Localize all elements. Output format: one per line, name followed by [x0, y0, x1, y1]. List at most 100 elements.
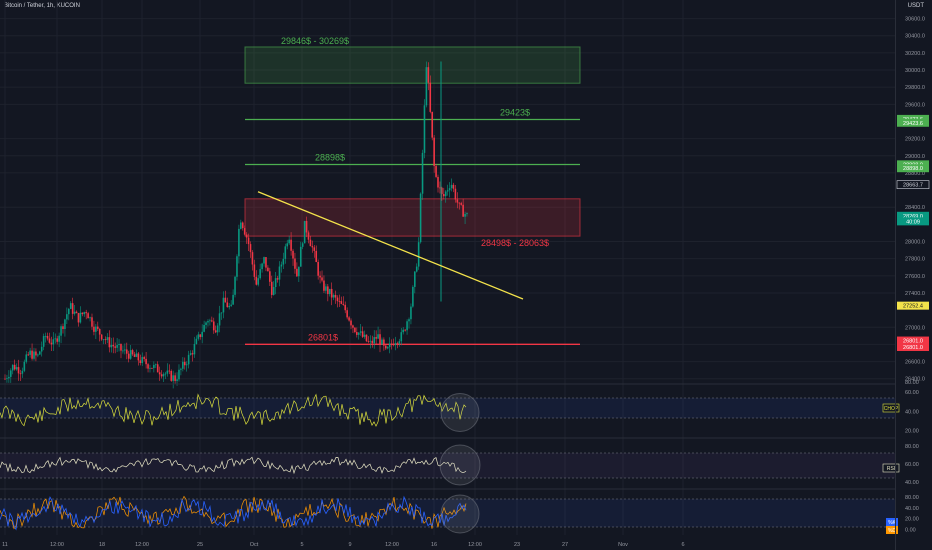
indicator-badge: [882, 463, 900, 473]
candle-body: [439, 187, 441, 189]
price-tag-label: 28269.0: [903, 214, 923, 220]
price-tag-label: 40:09: [906, 219, 920, 225]
indicator-tick-label: 60.00: [905, 390, 919, 396]
candle-body: [460, 203, 463, 205]
candle-body: [454, 188, 457, 200]
candle-body: [263, 257, 265, 264]
candle-body: [81, 312, 84, 315]
candle-body: [245, 234, 248, 238]
candle-body: [365, 334, 368, 342]
candle-body: [40, 346, 43, 352]
candle-body: [104, 339, 107, 341]
candle-body: [259, 269, 261, 279]
candle-body: [98, 328, 101, 335]
candle-body: [112, 344, 115, 347]
candle-body: [417, 242, 420, 267]
time-tick-label: 12:00: [385, 542, 399, 548]
candle-body: [305, 220, 308, 233]
candle-body: [338, 301, 341, 302]
candle-body: [377, 334, 379, 339]
candle-body: [319, 275, 321, 278]
candle-body: [267, 267, 269, 272]
candle-body: [116, 345, 118, 348]
price-tick-label: 30600.0: [905, 17, 925, 23]
highlight-circle: [439, 444, 481, 486]
candle-body: [8, 376, 10, 379]
candle-body: [37, 354, 39, 356]
candle-body: [108, 337, 111, 348]
price-tag-label: 27252.4: [903, 304, 923, 310]
candle-body: [437, 176, 439, 188]
candle-body: [251, 252, 254, 265]
price-tag: [896, 180, 930, 189]
candle-body: [147, 364, 149, 369]
candle-body: [249, 244, 252, 253]
candle-body: [404, 329, 406, 331]
candle-body: [127, 353, 130, 359]
indicator-band: [0, 453, 895, 478]
candle-body: [19, 373, 22, 375]
level-label: 29423$: [500, 107, 530, 117]
time-tick-label: 27: [562, 542, 568, 548]
indicator-tick-label: 40.00: [905, 480, 919, 486]
candle-body: [52, 339, 55, 345]
time-tick-label: 9: [348, 542, 351, 548]
time-tick-label: 6: [681, 542, 684, 548]
candle-body: [220, 312, 223, 314]
currency-label[interactable]: USDT: [907, 3, 924, 9]
price-tag-label: 26801.0: [903, 339, 923, 345]
candle-body: [168, 370, 171, 372]
candle-body: [236, 256, 238, 277]
candle-body: [212, 321, 215, 331]
indicator-badge: [886, 526, 898, 534]
indicator-tick-label: 80.00: [905, 444, 919, 450]
indicator-badge: [886, 518, 898, 526]
candle-body: [11, 364, 14, 371]
candle-body: [17, 367, 20, 374]
candle-body: [429, 82, 432, 112]
candle-body: [137, 353, 140, 361]
candle-body: [218, 313, 221, 326]
candle-body: [325, 286, 327, 291]
candle-body: [278, 266, 281, 280]
candle-body: [96, 326, 99, 329]
indicator-tick-label: 40.00: [905, 506, 919, 512]
candle-body: [38, 351, 41, 355]
candle-body: [336, 297, 339, 302]
candle-body: [464, 214, 466, 217]
candle-body: [367, 341, 370, 342]
candle-body: [327, 286, 329, 295]
candle-body: [203, 324, 205, 332]
indicator-tick-label: 20.00: [905, 429, 919, 435]
candle-body: [13, 364, 16, 370]
candle-body: [205, 322, 207, 325]
candle-body: [352, 325, 354, 328]
zone-resistance: [244, 46, 581, 84]
candle-body: [321, 277, 323, 281]
candle-body: [307, 232, 310, 240]
candle-body: [149, 367, 151, 369]
candle-body: [201, 331, 203, 337]
candle-body: [197, 334, 200, 339]
candle-body: [274, 278, 277, 288]
candle-body: [120, 343, 122, 351]
candle-body: [265, 257, 267, 268]
candle-body: [356, 332, 358, 335]
candle-body: [153, 364, 155, 369]
symbol-title: Bitcoin / Tether, 1h, KUCOIN: [4, 3, 80, 9]
candle-body: [255, 276, 258, 285]
candle-body: [332, 294, 335, 298]
candle-body: [174, 375, 176, 381]
candle-body: [444, 191, 447, 197]
candle-body: [64, 319, 66, 330]
price-tag: [897, 336, 929, 345]
candle-body: [435, 166, 437, 177]
candle-body: [89, 317, 91, 319]
candle-body: [58, 335, 60, 342]
price-tick-label: 28400.0: [905, 205, 925, 211]
indicator-line: [0, 495, 467, 531]
candle-body: [42, 336, 45, 347]
candle-body: [180, 368, 182, 370]
